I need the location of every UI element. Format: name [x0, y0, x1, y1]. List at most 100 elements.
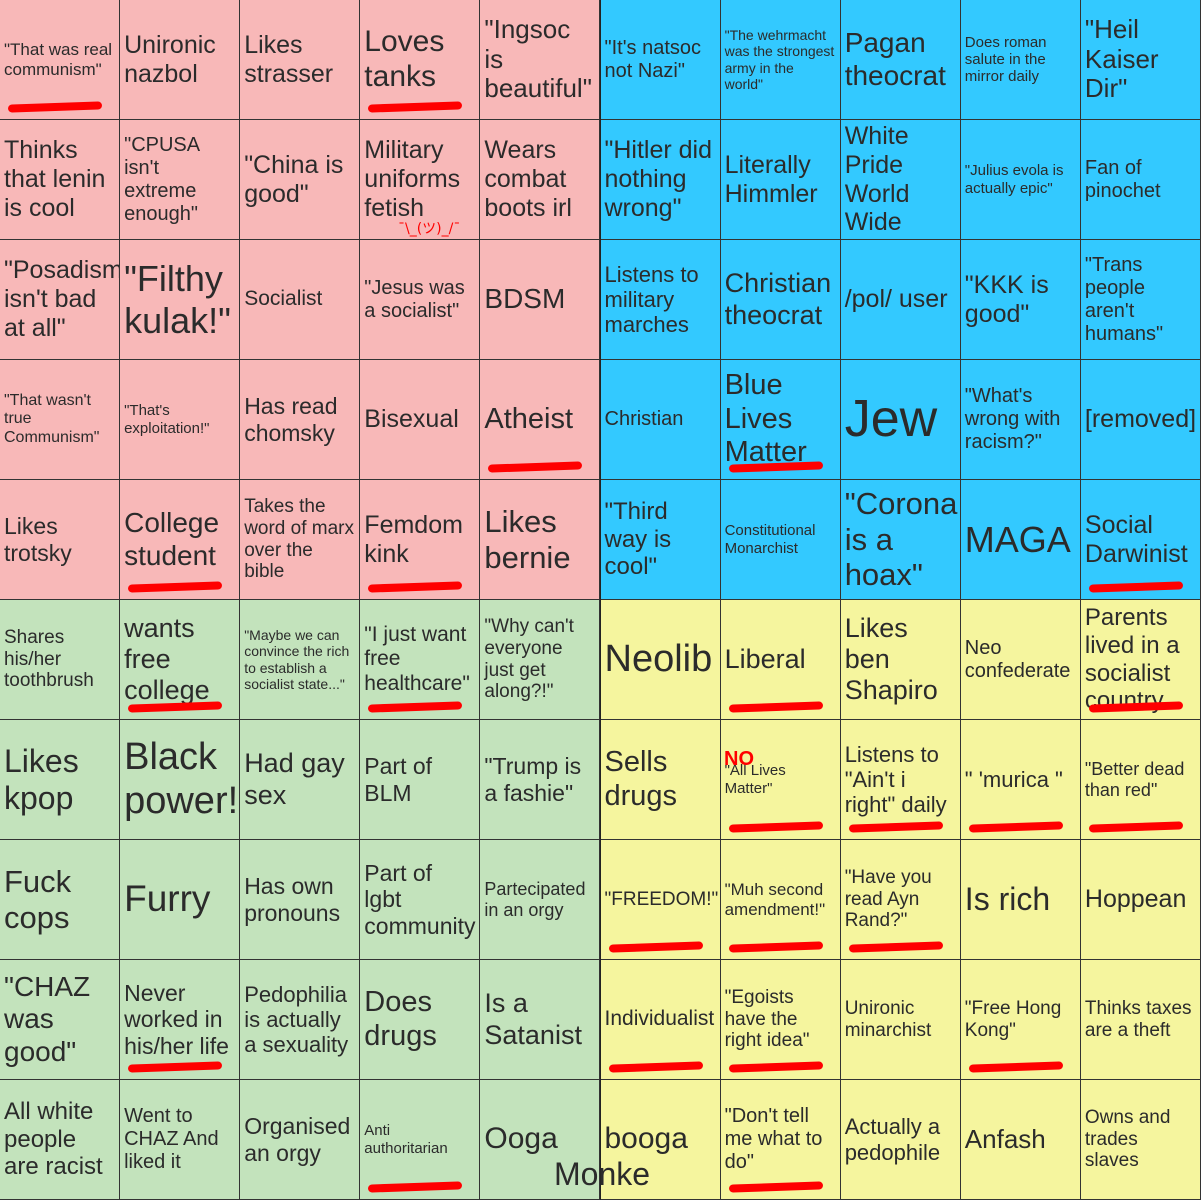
bingo-cell: Has read chomsky: [240, 360, 361, 480]
bingo-cell-label: Furry: [124, 878, 211, 920]
bingo-cell: Pedophilia is actually a sexuality: [240, 960, 361, 1080]
bingo-cell: Thinks taxes are a theft: [1080, 960, 1201, 1080]
bingo-cell: "The wehrmacht was the strongest army in…: [720, 0, 841, 120]
bingo-cell-label: Hoppean: [1084, 885, 1187, 914]
red-marker-stroke: [848, 821, 943, 833]
bingo-cell: "Why can't everyone just get along?!": [480, 600, 601, 720]
bingo-cell: Part of BLM: [360, 720, 481, 840]
red-marker-stroke: [608, 1061, 703, 1073]
no-annotation: NO: [724, 748, 754, 770]
bingo-cell: Christian theocrat: [720, 240, 841, 360]
bingo-cell-label: Does roman salute in the mirror daily: [964, 33, 1047, 86]
bingo-cell-label: Actually a pedophile: [844, 1114, 941, 1165]
bingo-cell: Pagan theocrat: [840, 0, 961, 120]
bingo-cell: Shares his/her toothbrush: [0, 600, 121, 720]
bingo-cell: "Trans people aren't humans": [1080, 240, 1201, 360]
bingo-cell-label: "China is good": [244, 150, 344, 208]
bingo-cell-label: Never worked in his/her life: [124, 979, 229, 1059]
bingo-cell: booga: [600, 1080, 721, 1200]
bingo-cell-label: Likes kpop: [4, 742, 79, 816]
bingo-cell: Sells drugs: [600, 720, 721, 840]
bingo-cell-label: Neo confederate: [964, 636, 1071, 682]
bingo-cell: Had gay sex: [240, 720, 361, 840]
bingo-cell-label: Wears combat boots irl: [484, 136, 572, 222]
bingo-cell-label: Fuck cops: [4, 863, 72, 935]
bingo-cell: "Don't tell me what to do": [720, 1080, 841, 1200]
red-marker-stroke: [728, 701, 823, 713]
bingo-cell: Jew: [840, 360, 961, 480]
bingo-cell-label: "I just want free healthcare": [364, 623, 470, 695]
bingo-cell: Is rich: [960, 840, 1081, 960]
bingo-cell: "FREEDOM!": [600, 840, 721, 960]
bingo-cell: Christian: [600, 360, 721, 480]
bingo-cell: Likes strasser: [240, 0, 361, 120]
bingo-cell: Fuck cops: [0, 840, 121, 960]
bingo-cell-label: "Have you read Ayn Rand?": [844, 866, 932, 932]
bingo-cell-label: Christian: [604, 408, 684, 430]
bingo-cell: "Jesus was a socialist": [360, 240, 481, 360]
red-marker-stroke: [728, 941, 823, 953]
bingo-cell: All white people are racist: [0, 1080, 121, 1200]
bingo-cell: Liberal: [720, 600, 841, 720]
red-marker-stroke: [488, 461, 583, 473]
bingo-cell-label: Socialist: [244, 287, 323, 311]
bingo-cell-label: "What's wrong with racism?": [964, 385, 1061, 453]
bingo-cell: Partecipated in an orgy: [480, 840, 601, 960]
bingo-cell-label: "That was real communism": [4, 39, 113, 79]
bingo-cell-label: Part of lgbt community: [364, 859, 476, 939]
bingo-cell: "That's exploitation!": [120, 360, 241, 480]
bingo-cell: Likes ben Shapiro: [840, 600, 961, 720]
bingo-cell: Parents lived in a socialist country: [1080, 600, 1201, 720]
bingo-cell: " 'murica ": [960, 720, 1081, 840]
red-marker-stroke: [127, 1061, 223, 1073]
bingo-cell: "CHAZ was good": [0, 960, 121, 1080]
bingo-cell: "Filthy kulak!": [120, 240, 241, 360]
bingo-cell: Ooga: [480, 1080, 601, 1200]
bingo-cell-label: Bisexual: [364, 405, 459, 434]
bingo-cell-label: Literally Himmler: [724, 150, 818, 208]
bingo-cell-label: "CHAZ was good": [4, 971, 91, 1067]
bingo-cell-label: Individualist: [604, 1007, 715, 1031]
bingo-cell-label: "Ingsoc is beautiful": [484, 13, 592, 104]
bingo-cell: "Ingsoc is beautiful": [480, 0, 601, 120]
bingo-cell: "Third way is cool": [600, 480, 721, 600]
bingo-cell: Likes kpop: [0, 720, 121, 840]
red-marker-stroke: [968, 821, 1064, 833]
bingo-cell: "It's natsoc not Nazi": [600, 0, 721, 120]
bingo-cell-label: Had gay sex: [244, 748, 345, 810]
bingo-cell: Likes trotsky: [0, 480, 121, 600]
red-marker-stroke: [608, 941, 703, 953]
bingo-cell: Femdom kink: [360, 480, 481, 600]
bingo-cell: "Maybe we can convince the rich to estab…: [240, 600, 361, 720]
bingo-cell-label: "Posadism isn't bad at all": [4, 256, 121, 342]
bingo-cell-label: "Filthy kulak!": [124, 258, 231, 341]
red-marker-stroke: [1088, 581, 1184, 593]
red-marker-stroke: [728, 1061, 823, 1073]
bingo-cell: "Posadism isn't bad at all": [0, 240, 121, 360]
bingo-cell-label: Sells drugs: [604, 746, 678, 812]
bingo-cell: wants free college: [120, 600, 241, 720]
bingo-cell: Owns and trades slaves: [1080, 1080, 1201, 1200]
bingo-cell: White Pride World Wide: [840, 120, 961, 240]
bingo-cell: "Julius evola is actually epic": [960, 120, 1081, 240]
bingo-cell: Loves tanks: [360, 0, 481, 120]
bingo-cell-label: Is a Satanist: [484, 988, 582, 1050]
bingo-cell: "Better dead than red": [1080, 720, 1201, 840]
bingo-cell-label: Is rich: [964, 881, 1051, 918]
red-marker-stroke: [728, 1181, 823, 1193]
bingo-cell: Has own pronouns: [240, 840, 361, 960]
bingo-cell-label: "Maybe we can convince the rich to estab…: [244, 627, 350, 692]
red-marker-stroke: [368, 701, 463, 713]
bingo-cell: Fan of pinochet: [1080, 120, 1201, 240]
bingo-cell-label: /pol/ user: [844, 285, 948, 314]
bingo-cell: Socialist: [240, 240, 361, 360]
bingo-cell-label: Does drugs: [364, 986, 437, 1052]
bingo-cell-label: "That's exploitation!": [124, 402, 210, 437]
bingo-cell-label: "Trans people aren't humans": [1084, 253, 1164, 345]
bingo-cell: Is a Satanist: [480, 960, 601, 1080]
bingo-cell: "KKK is good": [960, 240, 1081, 360]
red-marker-stroke: [1088, 821, 1184, 833]
bingo-cell: Constitutional Monarchist: [720, 480, 841, 600]
bingo-cell: Listens to military marches: [600, 240, 721, 360]
bingo-cell-label: Liberal: [724, 643, 806, 674]
